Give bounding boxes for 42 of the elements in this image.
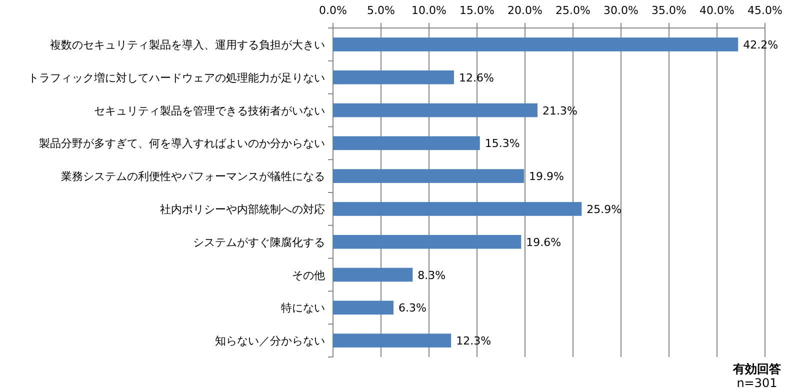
bar xyxy=(333,268,413,282)
y-tick-label: 特にない xyxy=(281,302,325,315)
x-tick-label: 35.0% xyxy=(652,4,686,17)
y-tick-label: 製品分野が多すぎて、何を導入すればよいのか分からない xyxy=(39,137,325,150)
x-tick-label: 40.0% xyxy=(700,4,734,17)
data-label: 15.3% xyxy=(484,137,520,150)
bar xyxy=(333,334,452,348)
x-tick-label: 15.0% xyxy=(460,4,494,17)
y-tick-label: 社内ポリシーや内部統制への対応 xyxy=(160,202,325,216)
y-tick-label: セキュリティ製品を管理できる技術者がいない xyxy=(94,104,325,118)
data-label: 8.3% xyxy=(418,268,446,282)
x-tick-label: 20.0% xyxy=(508,4,542,17)
data-label: 19.9% xyxy=(529,170,564,184)
bar xyxy=(333,103,538,118)
y-tick-label: システムがすぐ陳腐化する xyxy=(193,236,325,249)
y-tick-label: 知らない／分からない xyxy=(215,334,325,348)
data-label: 19.6% xyxy=(526,236,562,249)
data-label: 12.3% xyxy=(456,334,492,348)
y-tick-label: 複数のセキュリティ製品を導入、運用する負担が大きい xyxy=(50,38,325,52)
x-tick-label: 5.0% xyxy=(367,4,395,17)
y-tick-label: トラフィック増に対してハードウェアの処理能力が足りない xyxy=(28,71,325,84)
data-label: 42.2% xyxy=(743,38,778,52)
text: n=301 xyxy=(736,376,778,390)
bar xyxy=(333,70,454,84)
data-label: 25.9% xyxy=(586,202,622,216)
bar xyxy=(333,300,394,315)
data-label: 6.3% xyxy=(398,302,426,315)
data-label: 21.3% xyxy=(542,104,578,118)
text: 有効回答 xyxy=(732,362,782,376)
x-tick-label: 45.0% xyxy=(748,4,782,17)
bar xyxy=(333,38,738,52)
bar xyxy=(333,234,522,249)
bar xyxy=(333,169,524,183)
x-tick-label: 25.0% xyxy=(556,4,590,17)
data-label: 12.6% xyxy=(458,71,494,84)
y-tick-label: 業務システムの利便性やパフォーマンスが犠牲になる xyxy=(61,170,325,184)
x-tick-label: 0.0% xyxy=(319,4,347,17)
x-tick-label: 30.0% xyxy=(604,4,638,17)
x-tick-label: 10.0% xyxy=(412,4,446,17)
bar xyxy=(333,136,480,150)
bar xyxy=(333,202,582,216)
y-tick-label: その他 xyxy=(292,268,325,282)
